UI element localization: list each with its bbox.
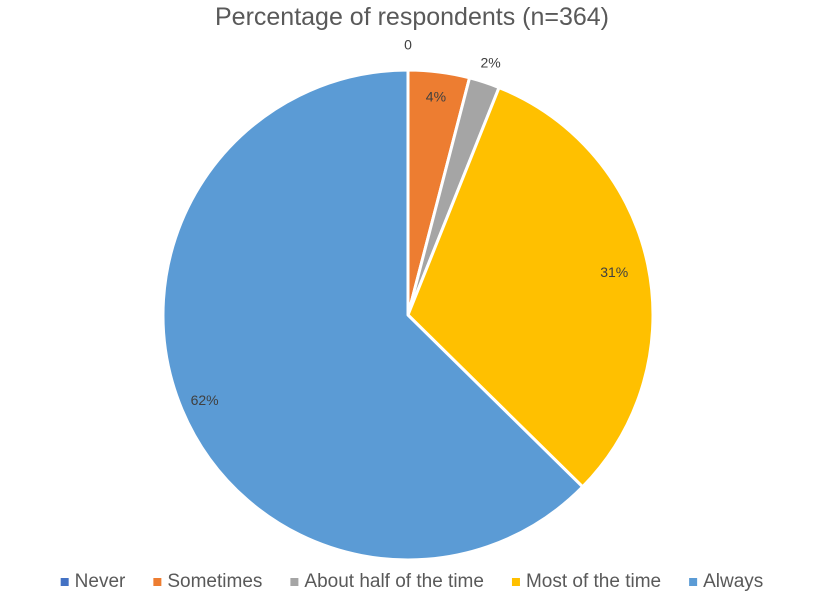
- data-label-most-of-the-time: 31%: [600, 264, 628, 280]
- chart-title: Percentage of respondents (n=364): [215, 3, 609, 31]
- legend-swatch-sometimes: [153, 578, 162, 586]
- data-label-about-half-of-the-time: 2%: [480, 55, 500, 71]
- slice-most-of-the-time: [406, 86, 655, 489]
- legend-swatch-about-half-of-the-time: [290, 578, 299, 586]
- legend-swatch-most-of-the-time: [511, 578, 520, 586]
- legend-label-most-of-the-time: Most of the time: [526, 571, 661, 592]
- legend-item-always: Always: [689, 571, 763, 592]
- data-label-never: 0: [404, 36, 412, 52]
- legend-swatch-never: [60, 578, 69, 586]
- data-label-always: 62%: [191, 392, 219, 408]
- legend-item-never: Never: [60, 571, 126, 592]
- legend-swatch-always: [689, 578, 698, 586]
- pie-slices: [161, 68, 655, 562]
- data-labels: 0 4% 2% 31% 62%: [191, 36, 629, 408]
- legend-item-most-of-the-time: Most of the time: [511, 571, 661, 592]
- legend-label-never: Never: [75, 571, 126, 592]
- legend-item-about-half-of-the-time: About half of the time: [290, 571, 484, 592]
- data-label-sometimes: 4%: [426, 88, 446, 104]
- legend-label-about-half-of-the-time: About half of the time: [304, 571, 484, 592]
- legend: Never Sometimes About half of the time Most…: [60, 571, 763, 592]
- slice-always: [161, 68, 585, 562]
- legend-label-always: Always: [703, 571, 763, 592]
- legend-label-sometimes: Sometimes: [167, 571, 262, 592]
- legend-item-sometimes: Sometimes: [153, 571, 262, 592]
